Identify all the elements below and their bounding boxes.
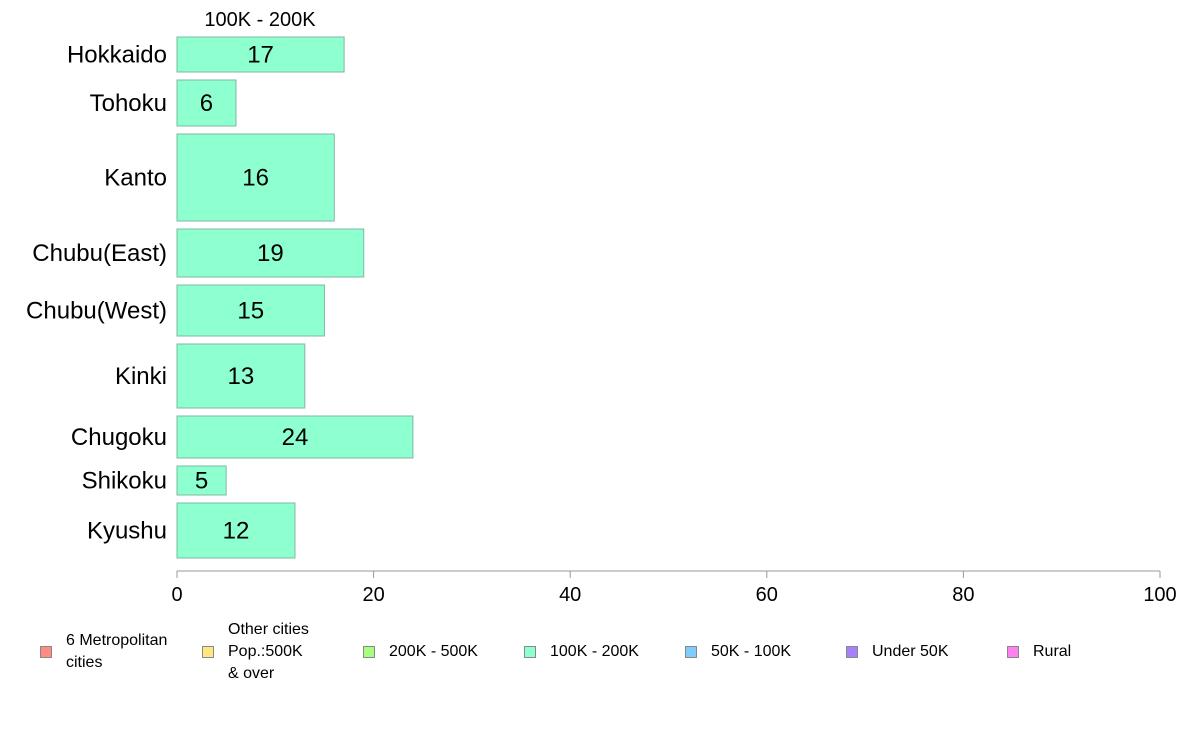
legend-item: Rural xyxy=(1007,620,1071,684)
category-label: Kinki xyxy=(115,363,167,390)
x-tick-label: 0 xyxy=(171,584,182,606)
legend-swatch xyxy=(524,646,536,658)
legend-item: Under 50K xyxy=(846,620,949,684)
legend-item: Other cities Pop.:500K & over xyxy=(202,620,309,684)
category-label: Chubu(East) xyxy=(32,240,167,267)
category-label: Kyushu xyxy=(87,518,167,545)
bar-value-label: 17 xyxy=(247,42,274,69)
bar-value-label: 13 xyxy=(228,363,255,390)
bar-value-label: 19 xyxy=(257,240,284,267)
legend-label: 200K - 500K xyxy=(389,643,478,660)
bar-tohoku xyxy=(176,79,237,127)
legend-label: Other cities Pop.:500K & over xyxy=(228,621,309,682)
legend-swatch xyxy=(202,646,214,658)
category-label: Kanto xyxy=(104,165,167,192)
bar-chugoku xyxy=(176,415,414,459)
bar-shikoku xyxy=(176,465,227,496)
category-label: Chubu(West) xyxy=(26,298,167,325)
bar-chubu-east- xyxy=(176,228,365,278)
legend-item: 50K - 100K xyxy=(685,620,791,684)
legend-swatch xyxy=(685,646,697,658)
x-axis: 0 20 40 60 80 100 xyxy=(171,570,1177,606)
legend-item: 100K - 200K xyxy=(524,620,639,684)
bar-value-label: 15 xyxy=(237,298,264,325)
bar-value-label: 12 xyxy=(223,518,250,545)
category-label: Hokkaido xyxy=(67,42,167,69)
legend-swatch xyxy=(40,646,52,658)
bar-kinki xyxy=(176,343,306,409)
bar-chubu-west- xyxy=(176,284,325,337)
x-tick-label: 100 xyxy=(1143,584,1176,606)
bar-kyushu xyxy=(176,502,296,559)
legend: 6 Metropolitan cities Other cities Pop.:5… xyxy=(0,620,1188,700)
category-label: Tohoku xyxy=(90,90,167,117)
legend-label: 100K - 200K xyxy=(550,643,639,660)
bar-value-label: 24 xyxy=(282,424,309,451)
legend-label: Under 50K xyxy=(872,643,949,660)
legend-label: 6 Metropolitan cities xyxy=(66,632,168,671)
bar-kanto xyxy=(176,133,335,222)
chart-title: 100K - 200K xyxy=(204,9,316,31)
legend-item: 200K - 500K xyxy=(363,620,478,684)
bars-layer: 17 Hokkaido 6 Tohoku 16 Kanto 19 Chubu(East) 15 C… xyxy=(26,36,414,559)
bar-value-label: 16 xyxy=(242,165,269,192)
x-tick-label: 20 xyxy=(362,584,384,606)
bar-value-label: 5 xyxy=(195,468,208,495)
category-label: Shikoku xyxy=(82,468,167,495)
legend-item: 6 Metropolitan cities xyxy=(40,620,167,684)
legend-swatch xyxy=(846,646,858,658)
x-tick-label: 40 xyxy=(559,584,581,606)
legend-label: 50K - 100K xyxy=(711,643,792,660)
category-label: Chugoku xyxy=(71,424,167,451)
bar-value-label: 6 xyxy=(200,90,213,117)
legend-swatch xyxy=(1007,646,1019,658)
legend-label: Rural xyxy=(1033,643,1072,660)
bar-hokkaido xyxy=(176,36,345,73)
x-tick-label: 60 xyxy=(756,584,778,606)
legend-swatch xyxy=(363,646,375,658)
bar-chart: 100K - 200K 17 Hokkaido 6 Tohoku 16 Kanto 19 Ch… xyxy=(26,9,1177,606)
x-tick-label: 80 xyxy=(952,584,974,606)
